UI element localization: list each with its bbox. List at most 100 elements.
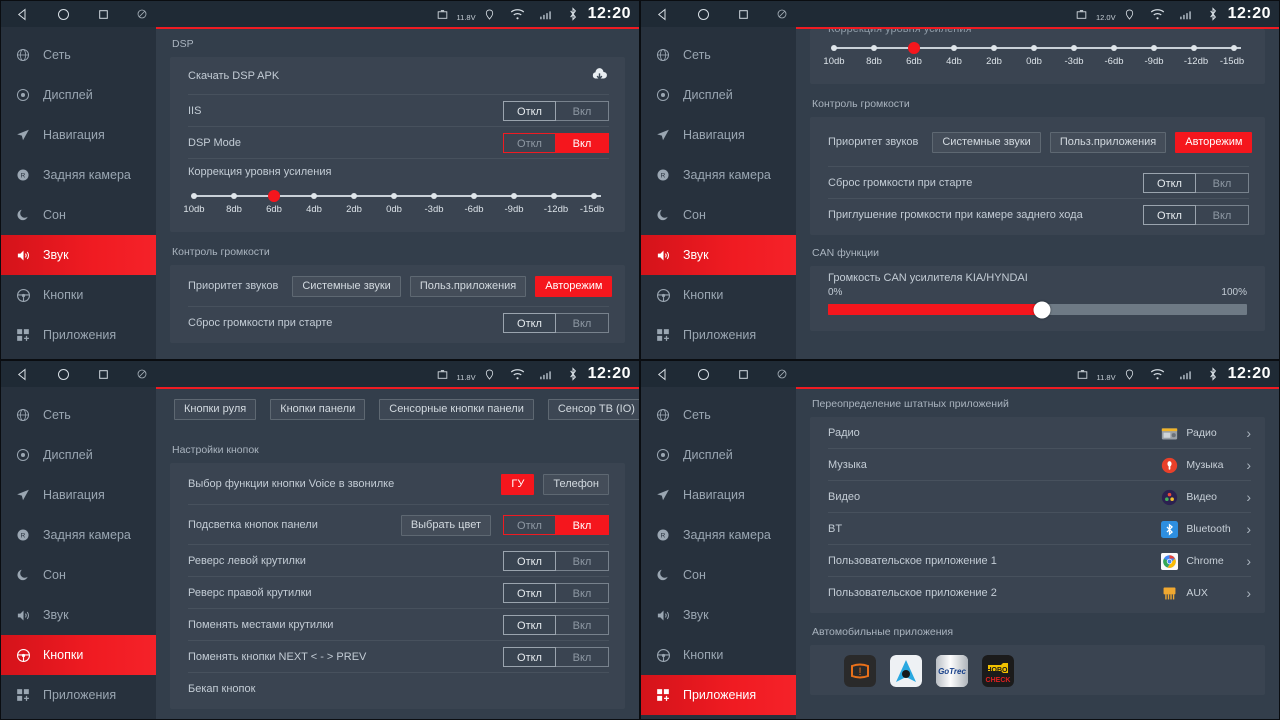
priority-option-system[interactable]: Системные звуки xyxy=(932,131,1041,153)
sidebar-item-navigation[interactable]: Навигация xyxy=(641,475,796,515)
back-icon[interactable] xyxy=(655,7,670,22)
sidebar-item-navigation[interactable]: Навигация xyxy=(641,115,796,155)
back-icon[interactable] xyxy=(15,367,30,382)
toggle-swap-knobs[interactable]: Откл Вкл xyxy=(503,615,609,635)
toggle-option-on[interactable]: Вкл xyxy=(556,133,609,153)
toggle-reset-volume[interactable]: Откл Вкл xyxy=(1143,173,1249,193)
obd-check-app-icon[interactable]: HOBO CHECK xyxy=(982,655,1014,687)
sidebar-item-navigation[interactable]: Навигация xyxy=(1,115,156,155)
home-icon[interactable] xyxy=(56,7,71,22)
sidebar-item-apps[interactable]: Приложения xyxy=(641,675,796,715)
tab-panel-buttons[interactable]: Кнопки панели xyxy=(270,399,366,420)
sidebar-item-navigation[interactable]: Навигация xyxy=(1,475,156,515)
toggle-iis[interactable]: Откл Вкл xyxy=(503,101,609,121)
voice-option-phone[interactable]: Телефон xyxy=(543,473,609,495)
sidebar-item-apps[interactable]: Приложения xyxy=(641,315,796,355)
toggle-option-on[interactable]: Вкл xyxy=(556,615,609,635)
sidebar-item-sound[interactable]: Звук xyxy=(641,595,796,635)
row-backup-buttons[interactable]: Бекап кнопок xyxy=(170,673,625,705)
priority-option-user-apps[interactable]: Польз.приложения xyxy=(1049,131,1167,153)
tab-steering-buttons[interactable]: Кнопки руля xyxy=(174,399,257,420)
gain-slider-p1[interactable]: 10db 8db 6db 4db 2db 0db -3db -6db -9db … xyxy=(170,185,625,228)
toggle-option-on[interactable]: Вкл xyxy=(1196,205,1249,225)
home-icon[interactable] xyxy=(696,7,711,22)
app-row-video[interactable]: Видео Видео › xyxy=(810,481,1265,513)
toggle-option-off[interactable]: Откл xyxy=(503,583,556,603)
recents-icon[interactable] xyxy=(737,8,750,21)
sidebar-item-display[interactable]: Дисплей xyxy=(1,435,156,475)
recents-icon[interactable] xyxy=(737,368,750,381)
navigation-app-icon[interactable] xyxy=(890,655,922,687)
app-row-music[interactable]: Музыка Музыка › xyxy=(810,449,1265,481)
screenshot-icon[interactable] xyxy=(136,368,148,380)
sidebar-item-network[interactable]: Сеть xyxy=(1,395,156,435)
app-row-radio[interactable]: Радио Радио › xyxy=(810,417,1265,449)
tab-tv-sensor[interactable]: Сенсор ТВ (IO) xyxy=(547,399,639,420)
sidebar-item-sleep[interactable]: Сон xyxy=(1,195,156,235)
voice-option-headunit[interactable]: ГУ xyxy=(501,473,535,495)
gain-dot[interactable] xyxy=(1191,44,1197,51)
toggle-swap-next-prev[interactable]: Откл Вкл xyxy=(503,647,609,667)
screenshot-icon[interactable] xyxy=(776,8,788,20)
chevron-right-icon[interactable]: › xyxy=(1246,457,1251,473)
chevron-right-icon[interactable]: › xyxy=(1246,521,1251,537)
home-icon[interactable] xyxy=(696,367,711,382)
row-reverse-left-knob[interactable]: Реверс левой крутилки Откл Вкл xyxy=(170,545,625,577)
sidebar-item-rear-camera[interactable]: R Задняя камера xyxy=(1,515,156,555)
button-group-tabs[interactable]: Кнопки руля Кнопки панели Сенсорные кноп… xyxy=(156,389,639,432)
toggle-option-on[interactable]: Вкл xyxy=(556,313,609,333)
gain-dot[interactable] xyxy=(231,192,237,199)
sidebar-item-sleep[interactable]: Сон xyxy=(641,555,796,595)
row-reset-volume[interactable]: Сброс громкости при старте Откл Вкл xyxy=(170,307,625,339)
gain-dot[interactable] xyxy=(391,192,397,199)
tab-touch-panel-buttons[interactable]: Сенсорные кнопки панели xyxy=(379,399,534,420)
row-swap-knobs[interactable]: Поменять местами крутилки Откл Вкл xyxy=(170,609,625,641)
gain-track[interactable] xyxy=(828,42,1247,54)
toggle-option-on[interactable]: Вкл xyxy=(556,551,609,571)
gain-dot[interactable] xyxy=(471,192,477,199)
toggle-reset-volume[interactable]: Откл Вкл xyxy=(503,313,609,333)
toggle-panel-backlight[interactable]: Откл Вкл xyxy=(503,515,609,535)
row-reset-volume[interactable]: Сброс громкости при старте Откл Вкл xyxy=(810,167,1265,199)
gain-dot[interactable] xyxy=(311,192,317,199)
gain-dot[interactable] xyxy=(991,44,997,51)
gain-dot-selected[interactable] xyxy=(268,190,280,202)
gain-dot[interactable] xyxy=(431,192,437,199)
sidebar-item-apps[interactable]: Приложения xyxy=(1,315,156,355)
can-slider-track[interactable] xyxy=(828,301,1247,318)
sidebar-item-rear-camera[interactable]: R Задняя камера xyxy=(641,515,796,555)
gain-dot[interactable] xyxy=(831,44,837,51)
gain-dot[interactable] xyxy=(1151,44,1157,51)
priority-option-auto[interactable]: Авторежим xyxy=(1175,131,1253,153)
gain-dot[interactable] xyxy=(191,192,197,199)
toggle-mute-rear-camera[interactable]: Откл Вкл xyxy=(1143,205,1249,225)
chevron-right-icon[interactable]: › xyxy=(1246,425,1251,441)
gain-track[interactable] xyxy=(188,190,607,202)
toggle-option-off[interactable]: Откл xyxy=(1143,173,1196,193)
voice-options[interactable]: ГУ Телефон xyxy=(501,473,609,495)
tpms-app-icon[interactable]: ! xyxy=(844,655,876,687)
toggle-option-off[interactable]: Откл xyxy=(503,551,556,571)
sidebar-item-network[interactable]: Сеть xyxy=(1,35,156,75)
sidebar-item-network[interactable]: Сеть xyxy=(641,35,796,75)
scroll-container[interactable]: Коррекция уровня усиления xyxy=(796,29,1279,359)
toggle-option-on[interactable]: Вкл xyxy=(556,515,609,535)
toggle-option-off[interactable]: Откл xyxy=(503,313,556,333)
scroll-container[interactable]: Переопределение штатных приложений Радио… xyxy=(796,389,1279,719)
sidebar-item-display[interactable]: Дисплей xyxy=(1,75,156,115)
toggle-option-on[interactable]: Вкл xyxy=(556,101,609,121)
chevron-right-icon[interactable]: › xyxy=(1246,553,1251,569)
toggle-option-off[interactable]: Откл xyxy=(503,101,556,121)
chevron-right-icon[interactable]: › xyxy=(1246,585,1251,601)
choose-color-button[interactable]: Выбрать цвет xyxy=(400,514,491,536)
sidebar-item-sound[interactable]: Звук xyxy=(641,235,796,275)
sidebar-item-buttons[interactable]: Кнопки xyxy=(1,635,156,675)
sidebar-item-network[interactable]: Сеть xyxy=(641,395,796,435)
sidebar-item-buttons[interactable]: Кнопки xyxy=(641,275,796,315)
sidebar-item-buttons[interactable]: Кнопки xyxy=(1,275,156,315)
can-volume-slider[interactable]: Громкость CAN усилителя KIA/HYNDAI 0% 10… xyxy=(810,266,1265,327)
sidebar-item-sound[interactable]: Звук xyxy=(1,235,156,275)
gain-dot[interactable] xyxy=(511,192,517,199)
download-cloud-icon[interactable] xyxy=(590,65,609,87)
priority-option-system[interactable]: Системные звуки xyxy=(292,275,401,297)
